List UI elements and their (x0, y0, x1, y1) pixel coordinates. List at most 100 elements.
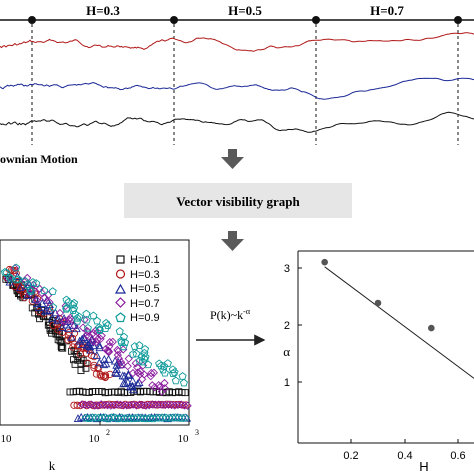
pentagon-marker (107, 413, 116, 422)
triangle-marker (125, 382, 135, 391)
triangle-marker (77, 334, 87, 343)
pentagon-marker (128, 349, 138, 358)
timeline-node (170, 16, 178, 24)
diamond-marker (40, 293, 49, 303)
triangle-marker (123, 377, 133, 386)
down-arrow-icon (221, 231, 244, 251)
pentagon-marker (89, 311, 98, 320)
triangle-marker (92, 350, 102, 359)
triangle-marker (95, 343, 104, 352)
x-tick-label: 10 (89, 433, 101, 445)
alpha-vs-h-chart: 3 2 1 α 0.2 0.4 0.6 H (283, 250, 474, 474)
pentagon-marker (26, 285, 35, 294)
pentagon-marker (95, 325, 104, 333)
circle-marker (35, 308, 43, 316)
diamond-marker (105, 337, 115, 347)
pentagon-marker (159, 365, 168, 374)
diamond-marker (183, 401, 192, 410)
circle-marker (67, 335, 75, 343)
diamond-marker (82, 331, 91, 340)
pentagon-marker (95, 326, 104, 334)
pentagon-marker (5, 272, 14, 281)
pentagon-marker (20, 276, 29, 285)
diamond-marker (70, 321, 79, 331)
timeline-node (28, 16, 36, 24)
diamond-marker (119, 401, 128, 410)
pentagon-marker (140, 354, 149, 363)
legend-entry: H=0.1 (116, 254, 160, 266)
circle-marker (76, 350, 84, 358)
pentagon-marker (102, 318, 111, 327)
pentagon-marker (141, 352, 150, 361)
pentagon-marker (137, 352, 146, 361)
y-tick-label: 3 (284, 263, 290, 275)
visibility-graph-label: Vector visibility graph (176, 194, 300, 209)
pentagon-marker (40, 286, 49, 295)
pentagon-marker (157, 361, 166, 370)
pentagon-marker (14, 274, 23, 283)
diamond-marker (157, 400, 167, 409)
relation-formula: P(k)~k-α (210, 307, 251, 322)
triangle-marker (82, 341, 92, 350)
data-point (374, 299, 382, 307)
diamond-marker (55, 308, 65, 318)
y-axis-label: α (283, 344, 290, 359)
circle-marker-icon (115, 269, 126, 279)
pentagon-marker (64, 297, 73, 306)
pentagon-marker (83, 323, 92, 332)
triangle-marker (104, 354, 113, 363)
pentagon-marker (62, 303, 71, 312)
triangle-marker (112, 369, 122, 377)
segment-label: H=0.3 (86, 3, 120, 18)
triangle-marker (124, 371, 133, 380)
pentagon-marker (70, 298, 79, 307)
pentagon-marker (68, 300, 77, 309)
series-line (0, 111, 474, 133)
diamond-marker (135, 400, 144, 409)
pentagon-marker (171, 413, 180, 422)
diamond-marker (83, 327, 92, 336)
triangle-marker (67, 332, 76, 341)
pentagon-marker (103, 321, 112, 329)
segment-label: H=0.5 (228, 3, 262, 18)
diamond-marker (173, 400, 183, 410)
diamond-marker (116, 400, 125, 409)
diamond-marker (149, 368, 159, 377)
diamond-marker (138, 401, 147, 410)
x-tick-exponent: 3 (195, 428, 199, 437)
legend-label: H=0.1 (130, 254, 160, 266)
diamond-marker (151, 400, 160, 409)
diamond-marker (64, 315, 74, 325)
diamond-marker (129, 400, 138, 409)
pentagon-marker (181, 413, 190, 422)
circle-marker (58, 328, 66, 337)
segment-label: H=0.7 (370, 3, 404, 18)
square-marker (68, 347, 76, 355)
triangle-marker (58, 323, 67, 331)
pentagon-marker (62, 295, 71, 304)
pentagon-marker (160, 368, 169, 377)
pentagon-marker (69, 304, 78, 312)
square-marker (77, 355, 85, 363)
pentagon-marker (135, 341, 144, 349)
pentagon-marker (170, 368, 179, 376)
diamond-marker (125, 401, 135, 410)
triangle-marker (111, 367, 120, 376)
triangle-marker (42, 306, 52, 315)
diamond-marker (131, 359, 140, 368)
diamond-marker (90, 401, 99, 410)
pentagon-marker (168, 365, 177, 374)
square-marker (70, 356, 77, 364)
diamond-marker (89, 337, 98, 346)
diamond-marker (104, 347, 114, 356)
time-series-panel: H=0.3 H=0.5 H=0.7 ownian Motion (0, 3, 474, 166)
legend-label: H=0.5 (130, 283, 160, 295)
pentagon-marker (0, 267, 9, 276)
x-tick-label: 0.4 (397, 450, 412, 462)
legend-entry: H=0.3 (115, 269, 160, 281)
diamond-marker (128, 368, 138, 378)
diamond-marker (97, 331, 106, 340)
legend: H=0.1 H=0.3 H=0.5 H=0.7 H=0.9 (114, 254, 160, 324)
pentagon-marker (12, 263, 21, 272)
